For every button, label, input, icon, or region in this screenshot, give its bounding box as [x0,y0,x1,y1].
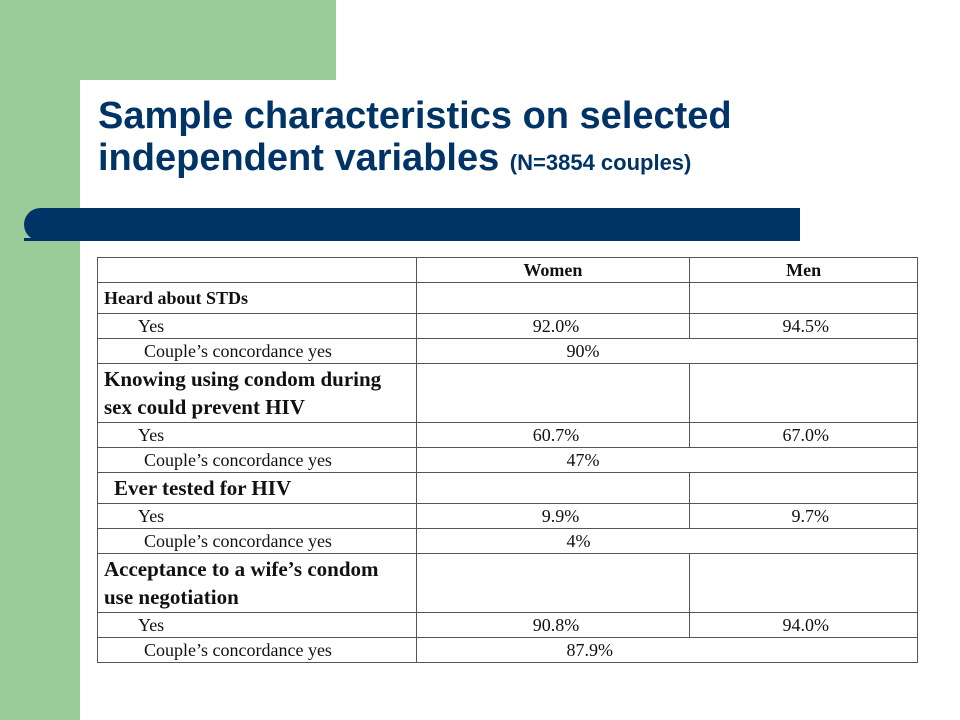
men-value: 94.0% [689,612,918,638]
divider-tick [24,238,66,241]
title-sub: (N=3854 couples) [509,150,692,175]
table-row: Ever tested for HIV [97,472,918,504]
women-value: 92.0% [415,313,691,339]
yes-label: Yes [97,612,417,638]
concordance-label: Couple’s concordance yes [97,338,417,364]
table-row: Acceptance to a wife’s condom use negoti… [97,553,918,613]
men-value: 9.7% [689,503,918,529]
women-value: 60.7% [415,422,691,448]
concordance-label: Couple’s concordance yes [97,637,417,663]
yes-label: Yes [97,503,417,529]
concordance-value: 87.9% [415,637,919,663]
empty-cell [689,363,918,423]
side-panel [0,0,80,720]
section-label: Knowing using condom during sex could pr… [97,363,417,423]
table-row: Yes 60.7% 67.0% [97,422,918,448]
concordance-label: Couple’s concordance yes [97,447,417,473]
title-divider-bar [24,208,800,241]
table-row: Yes 90.8% 94.0% [97,612,918,638]
table-row: Couple’s concordance yes 4% [97,528,919,554]
table-row: Couple’s concordance yes 87.9% [97,637,919,663]
header-women: Women [415,257,691,283]
top-panel [80,0,336,80]
empty-cell [689,282,918,314]
section-label: Ever tested for HIV [97,472,417,504]
concordance-label: Couple’s concordance yes [97,528,417,554]
table-row: Heard about STDs [97,282,918,314]
header-cell-blank [97,257,417,283]
empty-cell [415,553,691,613]
title-main: Sample characteristics on selected indep… [98,95,732,179]
women-value: 9.9% [415,503,691,529]
table-row: Yes 9.9% 9.7% [97,503,918,529]
empty-cell [415,282,691,314]
yes-label: Yes [97,313,417,339]
concordance-value: 47% [415,447,919,473]
table-row: Yes 92.0% 94.5% [97,313,918,339]
table-row: Couple’s concordance yes 47% [97,447,919,473]
concordance-value: 4% [415,528,919,554]
men-value: 67.0% [689,422,918,448]
table-row: Knowing using condom during sex could pr… [97,363,918,423]
empty-cell [415,363,691,423]
empty-cell [415,472,691,504]
women-value: 90.8% [415,612,691,638]
table-row: Couple’s concordance yes 90% [97,338,919,364]
section-label: Acceptance to a wife’s condom use negoti… [97,553,417,613]
men-value: 94.5% [689,313,918,339]
empty-cell [689,472,918,504]
characteristics-table: Women Men Heard about STDs Yes 92.0% 94.… [97,257,919,663]
header-men: Men [689,257,918,283]
empty-cell [689,553,918,613]
yes-label: Yes [97,422,417,448]
slide-title: Sample characteristics on selected indep… [98,95,918,184]
section-label: Heard about STDs [97,282,417,314]
table-header-row: Women Men [97,257,918,283]
concordance-value: 90% [415,338,919,364]
